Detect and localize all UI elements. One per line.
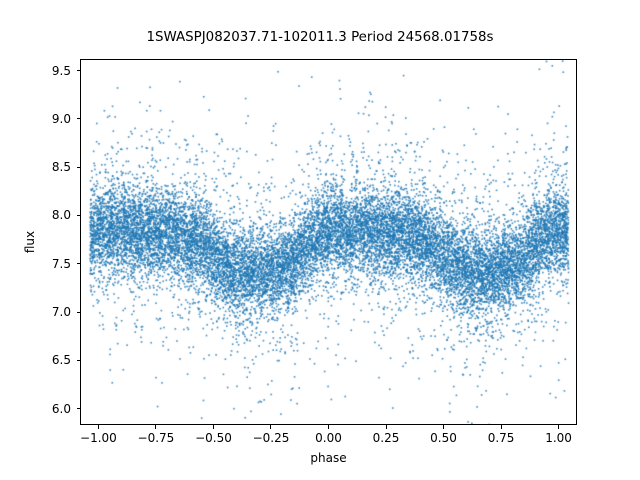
x-tick-mark [558, 425, 560, 429]
y-tick-label: 7.0 [51, 305, 71, 319]
x-tick-mark [270, 425, 272, 429]
y-tick-mark [76, 311, 80, 313]
y-tick-label: 6.0 [51, 401, 71, 416]
y-tick-label: 8.0 [51, 208, 71, 223]
y-tick-mark [76, 408, 80, 410]
x-axis-label: phase [310, 451, 347, 465]
x-tick-mark [385, 425, 387, 429]
y-tick-label: 9.0 [51, 111, 71, 126]
y-tick-mark [76, 118, 80, 120]
scatter-points-layer [81, 60, 576, 424]
y-tick-mark [76, 166, 80, 168]
x-tick-label: 0.50 [430, 431, 457, 445]
x-tick-mark [97, 425, 99, 429]
y-tick-label: 9.5 [51, 63, 71, 78]
x-tick-label: −0.25 [252, 431, 290, 445]
x-tick-label: −0.50 [195, 431, 232, 445]
y-tick-mark [76, 214, 80, 216]
page-title: 1SWASPJ082037.71-102011.3 Period 24568.0… [146, 30, 494, 45]
y-tick-mark [76, 70, 80, 72]
x-tick-label: 0.25 [372, 431, 400, 445]
x-tick-mark [443, 425, 445, 429]
plot-axes [80, 59, 577, 425]
x-tick-label: 1.00 [545, 431, 572, 445]
x-tick-mark [212, 425, 214, 429]
y-tick-mark [76, 263, 80, 265]
y-tick-label: 8.5 [51, 160, 71, 175]
x-tick-mark [500, 425, 502, 429]
y-tick-label: 6.5 [51, 353, 71, 368]
x-tick-label: −1.00 [80, 431, 117, 445]
x-tick-mark [328, 425, 329, 429]
y-tick-mark [76, 359, 80, 361]
y-tick-label: 7.5 [51, 256, 71, 271]
x-tick-label: 0.00 [315, 431, 342, 445]
x-tick-label: 0.75 [487, 431, 515, 445]
x-tick-mark [155, 425, 157, 429]
x-tick-label: −0.75 [137, 431, 175, 445]
y-axis-label: flux [23, 230, 37, 254]
